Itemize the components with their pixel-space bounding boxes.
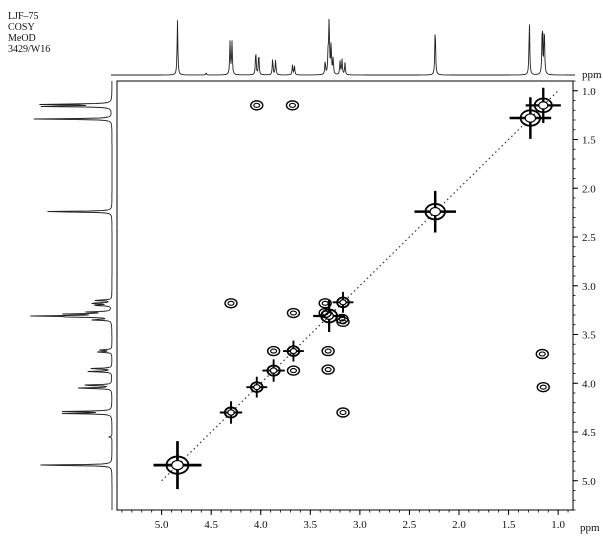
y-tick-label: 3.5 (582, 330, 596, 342)
y-tick-label: 5.0 (582, 476, 596, 488)
cross-peak (224, 298, 238, 309)
x-tick-label: 4.0 (254, 519, 268, 531)
plot-frame (116, 80, 574, 511)
cross-peak (285, 100, 300, 111)
x-axis-unit-label: ppm (580, 522, 600, 534)
top-projection-trace (111, 18, 575, 76)
left-1d-projection (30, 81, 113, 510)
x-tick-label: 1.0 (551, 519, 565, 531)
y-tick-label: 2.0 (582, 183, 596, 195)
x-tick-label: 3.5 (303, 519, 317, 531)
cross-peak (321, 364, 335, 375)
cross-peak (536, 381, 550, 393)
header-block: LJF–75 COSY MeOD 3429/W16 (8, 11, 50, 55)
cross-peak (318, 307, 332, 319)
y-tick-label: 4.0 (582, 378, 596, 390)
cross-peak (318, 298, 332, 309)
diagonal-peak (153, 441, 202, 490)
diagonal-peak (332, 291, 354, 313)
x-tick-label: 3.0 (353, 519, 367, 531)
header-line-1: LJF–75 (8, 11, 39, 22)
cross-peak (286, 307, 301, 319)
y-tick-label: 4.5 (582, 427, 596, 439)
header-line-3: MeOD (8, 33, 36, 44)
y-axis-unit-label: ppm (582, 69, 602, 81)
cross-peak (266, 345, 281, 357)
top-1d-projection (111, 18, 575, 76)
cross-peak (250, 100, 264, 111)
cross-peak (286, 365, 301, 376)
header-line-4: 3429/W16 (8, 44, 50, 55)
diagonal-trace (161, 90, 559, 482)
x-tick-label: 1.5 (502, 519, 516, 531)
x-tick-label: 5.0 (155, 519, 169, 531)
diagonal-peak (219, 401, 243, 424)
x-axis: 5.0 4.5 4.0 3.5 3.0 2.5 2.0 1.5 1.0 (121, 510, 569, 531)
y-tick-label: 2.5 (582, 232, 596, 244)
x-tick-label: 4.5 (204, 519, 218, 531)
left-projection-trace (30, 81, 113, 510)
diagonal-peak (414, 190, 457, 233)
y-axis: 1.0 1.5 2.0 2.5 3.0 3.5 4.0 4.5 5.0 (573, 80, 596, 511)
diagonal-peaks (153, 87, 561, 490)
y-tick-label: 1.0 (582, 86, 596, 98)
cross-peak (535, 348, 549, 360)
header-line-2: COSY (8, 22, 35, 33)
x-tick-label: 2.0 (452, 519, 466, 531)
diagonal-peak (283, 340, 304, 362)
y-tick-label: 1.5 (582, 135, 596, 147)
diagonal-peak (246, 376, 268, 398)
y-tick-label: 3.0 (582, 281, 596, 293)
cross-peak (336, 316, 350, 328)
x-tick-label: 2.5 (403, 519, 417, 531)
diagonal-peak (525, 87, 561, 123)
diagonal-peak (262, 359, 285, 382)
cross-peaks (224, 100, 550, 418)
cross-peak (336, 407, 350, 418)
cross-peak (321, 345, 335, 357)
